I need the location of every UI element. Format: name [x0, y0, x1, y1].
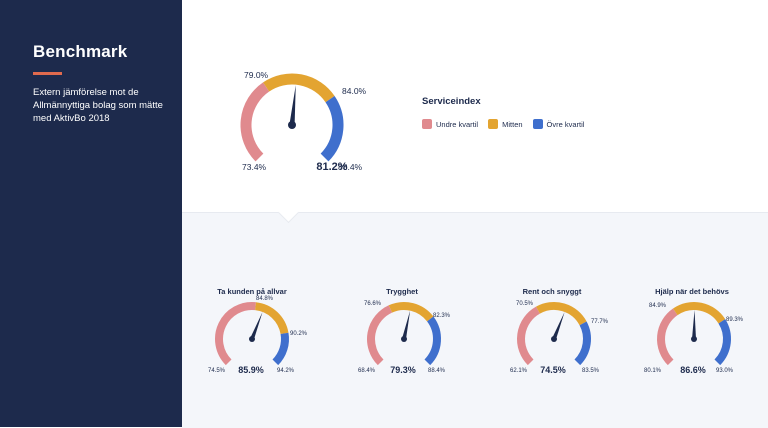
- gauge-arc-low: [517, 306, 541, 366]
- sidebar-description: Extern jämförelse mot de Allmännyttiga b…: [33, 87, 163, 124]
- gauge-label-q3: 77.7%: [591, 319, 609, 325]
- legend-item-high: Övre kvartil: [532, 119, 585, 129]
- sidebar: Benchmark Extern jämförelse mot de Allmä…: [0, 0, 182, 427]
- gauge-label-min: 74.5%: [208, 368, 226, 374]
- legend-swatch-high: [532, 119, 543, 129]
- gauge-value: 79.3%: [390, 365, 416, 375]
- gauge-arc-high: [424, 316, 441, 366]
- gauge-needle: [552, 312, 565, 340]
- page-title: Benchmark: [33, 42, 128, 61]
- gauge-hub: [288, 121, 296, 129]
- small-gauge-1: 76.6% 82.3% 68.4% 88.4% 79.3%: [358, 301, 451, 375]
- gauge-label-min: 68.4%: [358, 368, 376, 374]
- small-gauge-0: 84.8% 90.2% 74.5% 94.2% 85.9%: [208, 296, 308, 375]
- legend-item-mid: Mitten: [488, 119, 523, 129]
- legend-title: Serviceindex: [422, 96, 481, 107]
- gauge-arc-high: [714, 319, 731, 366]
- gauge-label-q1: 84.8%: [256, 296, 274, 302]
- gauge-label-q1: 76.6%: [364, 301, 382, 307]
- title-accent-line: [33, 72, 62, 75]
- small-gauge-2: 70.5% 77.7% 62.1% 83.5% 74.5%: [510, 301, 609, 375]
- legend-label-high: Övre kvartil: [546, 119, 585, 129]
- gauge-arc-high: [574, 321, 591, 366]
- gauge-title-1: Trygghet: [386, 287, 418, 296]
- gauge-arc-low: [240, 82, 270, 162]
- gauge-label-min: 80.1%: [644, 368, 662, 374]
- gauge-value: 74.5%: [540, 365, 566, 375]
- gauge-arc-mid: [254, 302, 289, 335]
- gauge-arc-high: [272, 332, 289, 366]
- main-content: 79.0% 84.0% 73.4% 88.4% 81.2% Serviceind…: [182, 0, 768, 428]
- gauge-arc-low: [215, 302, 256, 366]
- legend-label-low: Undre kvartil: [436, 119, 479, 129]
- gauge-label-max: 93.0%: [716, 368, 734, 374]
- legend: Serviceindex Undre kvartil Mitten Övre k…: [422, 96, 584, 129]
- gauge-label-min: 62.1%: [510, 368, 528, 374]
- gauge-title-2: Rent och snyggt: [522, 287, 582, 296]
- gauge-label-q1: 70.5%: [516, 301, 534, 307]
- legend-item-low: Undre kvartil: [422, 119, 478, 129]
- gauge-needle: [402, 310, 411, 340]
- gauge-label-q1: 79.0%: [244, 70, 269, 80]
- small-gauge-3: 84.9% 89.3% 80.1% 93.0% 86.6%: [644, 302, 744, 375]
- gauge-label-max: 88.4%: [338, 162, 363, 172]
- gauge-arc-low: [367, 305, 393, 366]
- gauge-label-q3: 84.0%: [342, 86, 367, 96]
- gauge-label-q3: 89.3%: [726, 317, 744, 323]
- gauge-hub: [401, 336, 407, 342]
- gauge-hub: [249, 336, 255, 342]
- gauge-label-max: 94.2%: [277, 368, 295, 374]
- gauge-value: 81.2%: [316, 161, 347, 173]
- gauge-label-min: 73.4%: [242, 162, 267, 172]
- gauge-arc-mid: [263, 73, 335, 103]
- gauge-label-max: 83.5%: [582, 368, 600, 374]
- gauge-value: 85.9%: [238, 365, 264, 375]
- legend-swatch-mid: [488, 119, 499, 129]
- gauge-label-q3: 90.2%: [290, 331, 308, 337]
- gauge-title-3: Hjälp när det behövs: [655, 287, 729, 296]
- gauge-hub: [691, 336, 697, 342]
- gauge-arc-low: [657, 308, 678, 366]
- gauge-hub: [551, 336, 557, 342]
- legend-label-mid: Mitten: [502, 119, 523, 129]
- gauge-label-q1: 84.9%: [649, 303, 667, 309]
- top-panel: [182, 0, 768, 212]
- gauge-needle: [250, 311, 263, 340]
- gauge-needle: [692, 310, 696, 340]
- gauge-label-q3: 82.3%: [433, 313, 451, 319]
- main-gauge: 79.0% 84.0% 73.4% 88.4% 81.2%: [240, 70, 367, 173]
- gauge-arc-mid: [673, 302, 726, 324]
- gauge-label-max: 88.4%: [428, 368, 446, 374]
- gauge-needle: [289, 85, 296, 126]
- legend-swatch-low: [422, 119, 432, 129]
- gauge-arc-mid: [536, 302, 587, 326]
- gauge-arc-mid: [388, 302, 434, 322]
- gauge-value: 86.6%: [680, 365, 706, 375]
- gauge-title-0: Ta kunden på allvar: [217, 287, 287, 296]
- gauge-arc-high: [320, 96, 344, 162]
